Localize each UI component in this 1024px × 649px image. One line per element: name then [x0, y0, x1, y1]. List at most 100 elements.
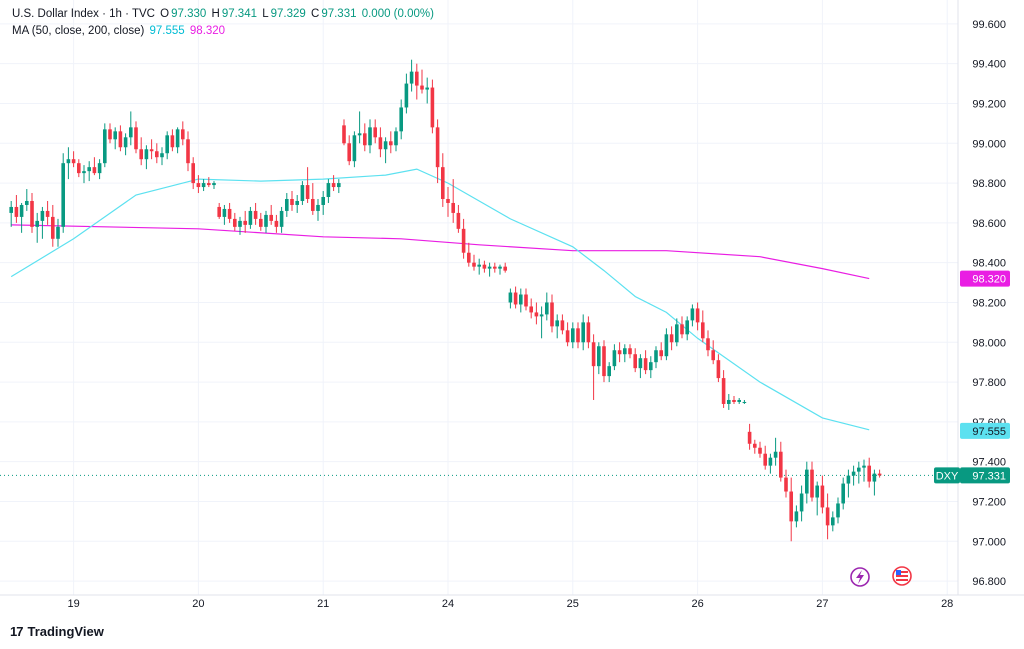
candle-body: [399, 107, 403, 132]
candle-body: [794, 511, 799, 522]
candle-body: [191, 163, 195, 184]
candle-body: [253, 210, 258, 219]
candle-body: [227, 208, 232, 219]
candle-body: [565, 330, 570, 343]
candle-body: [862, 465, 866, 468]
candle-body: [706, 338, 710, 351]
candle-body: [727, 399, 731, 404]
candle-body: [383, 141, 388, 150]
candle-body: [716, 360, 721, 379]
candle-body: [857, 467, 861, 472]
candle-body: [97, 163, 102, 174]
candle-body: [352, 135, 357, 162]
y-tick-label: 96.800: [972, 576, 1006, 588]
candle-body: [404, 83, 409, 108]
candle-body: [831, 517, 835, 526]
x-tick-label: 27: [816, 598, 828, 610]
candle-body: [701, 322, 705, 339]
price-tag-box: [960, 422, 1010, 439]
ma200-value: 98.320: [189, 25, 226, 37]
candle-body: [201, 183, 206, 188]
price-tag-box: [960, 270, 1010, 287]
candle-body: [472, 262, 476, 267]
ma200-line: [11, 224, 870, 280]
x-tick-label: 28: [941, 598, 953, 610]
candle-body: [35, 220, 39, 227]
candle-body: [513, 292, 518, 305]
candle-body: [742, 401, 747, 403]
candle-body: [441, 167, 445, 199]
candle-body: [628, 348, 632, 355]
candle-body: [87, 167, 91, 172]
candle-body: [508, 292, 513, 303]
candle-body: [846, 475, 851, 484]
candle-body: [435, 127, 440, 168]
candle-body: [799, 493, 804, 512]
candle-body: [243, 220, 247, 225]
y-tick-label: 97.000: [972, 536, 1006, 548]
grid-lines: [0, 0, 958, 595]
candle-body: [285, 198, 289, 211]
candle-body: [477, 264, 481, 267]
high-label: H: [211, 8, 220, 20]
us-flag-icon[interactable]: [892, 566, 912, 586]
lightning-icon[interactable]: [850, 567, 870, 587]
x-tick-label: 26: [691, 598, 703, 610]
candle-body: [763, 453, 767, 466]
tradingview-logo[interactable]: 17 TradingView: [10, 624, 104, 639]
candle-body: [378, 137, 383, 150]
candle-body: [638, 358, 643, 369]
candle-body: [186, 139, 190, 164]
candle-body: [815, 485, 819, 498]
candle-body: [612, 350, 617, 367]
candle-body: [685, 320, 689, 335]
candle-body: [534, 312, 539, 317]
x-tick-label: 25: [567, 598, 579, 610]
candle-body: [165, 135, 169, 154]
candle-body: [539, 314, 544, 317]
candle-body: [524, 294, 528, 307]
candle-body: [550, 302, 554, 327]
candle-body: [680, 324, 684, 335]
time-axis[interactable]: 19 20 21 24 25 26 27 28: [67, 598, 953, 610]
candle-body: [758, 447, 762, 454]
candle-body: [623, 348, 627, 355]
candle-body: [82, 171, 86, 174]
price-axis[interactable]: 99.600 99.400 99.200 99.000 98.800 98.600 98.4…: [972, 19, 1006, 588]
candle-body: [19, 204, 24, 217]
low-value: 97.329: [270, 8, 306, 20]
ma50-value: 97.555: [149, 25, 185, 37]
candle-body: [805, 469, 809, 494]
candle-body: [269, 214, 273, 221]
symbol-title[interactable]: U.S. Dollar Index · 1h · TVC: [12, 8, 155, 20]
y-tick-label: 97.800: [972, 377, 1006, 389]
candle-body: [248, 210, 253, 225]
candle-body: [810, 469, 814, 498]
x-tick-label: 20: [192, 598, 204, 610]
candle-body: [503, 266, 507, 271]
candle-body: [259, 218, 263, 227]
y-tick-label: 98.200: [972, 297, 1006, 309]
candle-body: [71, 159, 76, 164]
candle-body: [316, 204, 320, 211]
candle-body: [451, 202, 455, 213]
candle-body: [820, 485, 825, 508]
candle-body: [841, 483, 845, 504]
candle-body: [711, 350, 715, 361]
candle-body: [602, 346, 606, 377]
ma200-layer: [11, 224, 870, 280]
candle-body: [363, 133, 367, 146]
candle-body: [207, 183, 211, 186]
low-label: L: [262, 8, 269, 20]
candle-body: [669, 334, 674, 343]
candle-body: [14, 206, 19, 217]
open-label: O: [160, 8, 170, 20]
y-tick-label: 97.400: [972, 457, 1006, 469]
candle-body: [591, 342, 596, 367]
ma-label[interactable]: MA (50, close, 200, close): [12, 25, 145, 37]
ma50-line: [10, 168, 870, 431]
candle-body: [311, 198, 315, 211]
candle-body: [30, 200, 34, 227]
candle-body: [461, 228, 466, 253]
